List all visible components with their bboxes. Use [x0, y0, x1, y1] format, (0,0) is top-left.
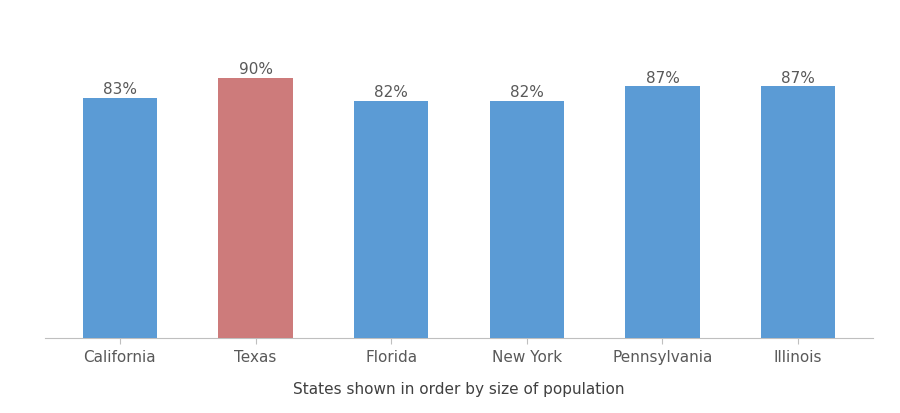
Text: 87%: 87%: [781, 71, 815, 86]
Text: 82%: 82%: [510, 85, 544, 100]
Bar: [83, 99, 158, 339]
Bar: [626, 87, 699, 339]
Text: 87%: 87%: [645, 71, 680, 86]
Bar: [219, 78, 292, 339]
Bar: [760, 87, 835, 339]
Bar: [354, 102, 428, 339]
Text: 90%: 90%: [238, 62, 273, 77]
Text: 83%: 83%: [103, 82, 137, 97]
Bar: [490, 102, 564, 339]
Text: 82%: 82%: [374, 85, 408, 100]
X-axis label: States shown in order by size of population: States shown in order by size of populat…: [293, 381, 625, 396]
